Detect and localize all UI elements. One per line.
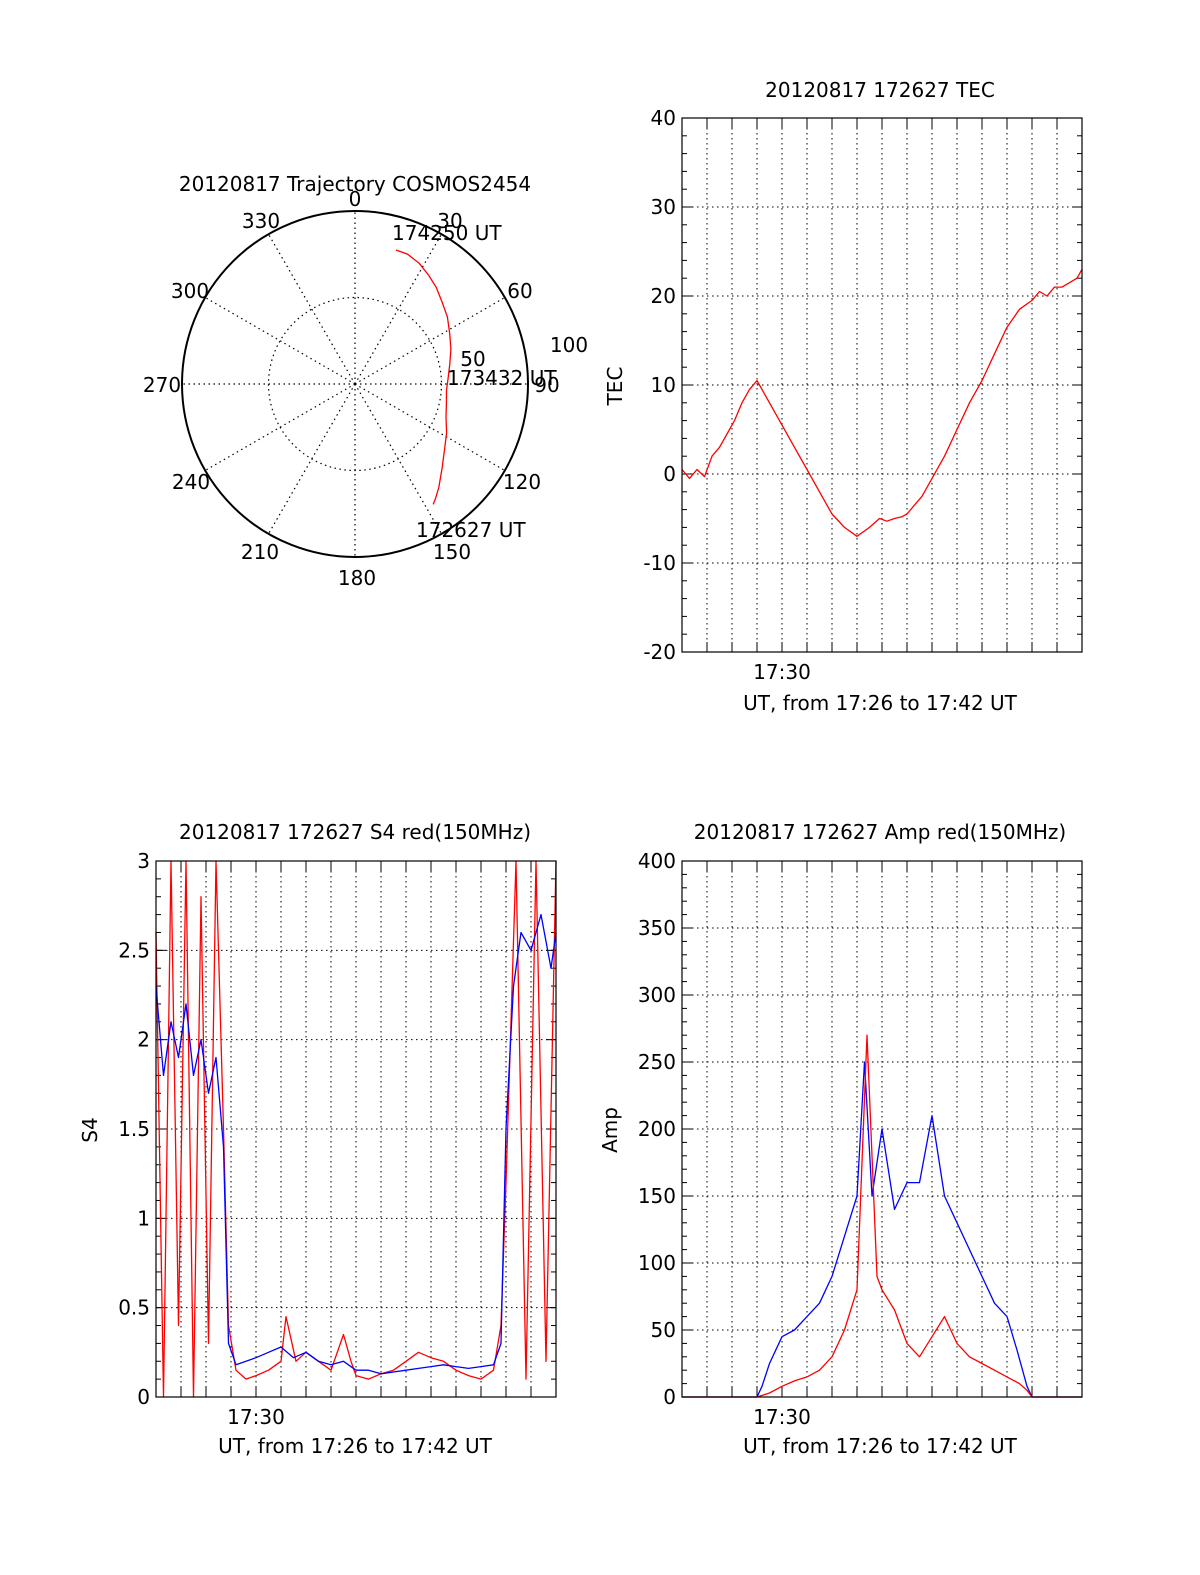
y-tick-label: 2.5 [118, 938, 150, 962]
y-tick-label: 30 [651, 195, 676, 219]
amp-ylabel: Amp [598, 1107, 622, 1153]
trajectory-line [395, 249, 452, 505]
y-tick-label: 3 [137, 849, 150, 873]
polar-azimuth-label: 240 [172, 470, 210, 494]
y-tick-label: 50 [651, 1318, 676, 1342]
series-line [682, 1061, 1082, 1398]
polar-title: 20120817 Trajectory COSMOS2454 [179, 172, 531, 196]
s4-plot: 0 0.5 1 1.5 2 2.5 3 17:30 [118, 849, 557, 1429]
y-tick-label: -10 [643, 551, 676, 575]
y-tick-label: 350 [638, 916, 676, 940]
y-tick-label: 150 [638, 1184, 676, 1208]
polar-series [395, 249, 452, 505]
tec-plot: -20 -10 0 10 20 30 40 17:30 [643, 106, 1083, 684]
amp-title: 20120817 172627 Amp red(150MHz) [694, 820, 1066, 844]
tec-panel: 20120817 172627 TEC -20 -10 0 10 20 30 40 17:30… [603, 78, 1083, 715]
s4-panel: 20120817 172627 S4 red(150MHz) 0 0.5 1 1.5 2… [78, 820, 557, 1458]
s4-xlabel: UT, from 17:26 to 17:42 UT [218, 1434, 493, 1458]
polar-azimuth-label: 210 [241, 540, 279, 564]
tec-xlabel: UT, from 17:26 to 17:42 UT [743, 691, 1018, 715]
polar-panel: 20120817 Trajectory COSMOS2454 0 30 60 90 12… [143, 172, 588, 590]
polar-spoke [204, 296, 356, 385]
amp-xlabel: UT, from 17:26 to 17:42 UT [743, 1434, 1018, 1458]
amp-panel: 20120817 172627 Amp red(150MHz) 0 50 100 15… [598, 820, 1083, 1458]
polar-azimuth-label: 30 [437, 209, 462, 233]
series-line [155, 913, 557, 1375]
x-tick-label: 17:30 [227, 1405, 285, 1429]
x-tick-label: 17:30 [753, 1405, 811, 1429]
series-line [681, 268, 1083, 537]
y-tick-label: 0.5 [118, 1296, 150, 1320]
polar-azimuth-label: 0 [349, 187, 362, 211]
amp-plot: 0 50 100 150 200 250 300 350 400 17:30 [638, 849, 1083, 1429]
polar-azimuth-label: 330 [242, 209, 280, 233]
plot-frame [681, 860, 1083, 1398]
y-tick-label: -20 [643, 640, 676, 664]
polar-spoke [354, 233, 443, 385]
polar-radial-label: 100 [550, 333, 588, 357]
polar-radial-label: 50 [460, 347, 485, 371]
polar-ring-inner [267, 296, 443, 472]
polar-azimuth-label: 300 [171, 279, 209, 303]
s4-ylabel: S4 [78, 1117, 102, 1142]
trajectory-annotation: 174250 UT [392, 221, 502, 245]
polar-azimuth-label: 180 [338, 566, 376, 590]
polar-ring-outer [181, 210, 529, 558]
y-tick-label: 1.5 [118, 1117, 150, 1141]
y-tick-label: 1 [137, 1206, 150, 1230]
polar-azimuth-label: 150 [433, 540, 471, 564]
polar-grid [181, 210, 529, 558]
y-tick-label: 200 [638, 1117, 676, 1141]
plot-frame [681, 117, 1083, 653]
y-tick-label: 40 [651, 106, 676, 130]
s4-title: 20120817 172627 S4 red(150MHz) [179, 820, 531, 844]
y-tick-label: 400 [638, 849, 676, 873]
polar-azimuth-label: 120 [503, 470, 541, 494]
polar-spoke [354, 296, 506, 385]
polar-azimuth-label: 90 [534, 373, 559, 397]
tec-ylabel: TEC [603, 367, 627, 407]
polar-azimuth-label: 270 [143, 373, 181, 397]
tec-title: 20120817 172627 TEC [765, 78, 995, 102]
polar-azimuth-label: 60 [507, 279, 532, 303]
y-tick-label: 0 [137, 1385, 150, 1409]
y-tick-label: 0 [663, 1385, 676, 1409]
y-tick-label: 10 [651, 373, 676, 397]
y-tick-label: 300 [638, 983, 676, 1007]
trajectory-annotation: 173432 UT [447, 366, 557, 390]
trajectory-annotation: 172627 UT [416, 518, 526, 542]
y-tick-label: 0 [663, 462, 676, 486]
y-tick-label: 250 [638, 1050, 676, 1074]
y-tick-label: 2 [137, 1028, 150, 1052]
y-tick-label: 20 [651, 284, 676, 308]
series-line [682, 1034, 1082, 1398]
polar-labels: 0 30 60 90 120 150 180 210 240 270 300 330 50 100 1742… [143, 187, 588, 590]
y-tick-label: 100 [638, 1251, 676, 1275]
polar-spoke [267, 233, 356, 385]
plot-frame [155, 860, 557, 1398]
x-tick-label: 17:30 [753, 660, 811, 684]
